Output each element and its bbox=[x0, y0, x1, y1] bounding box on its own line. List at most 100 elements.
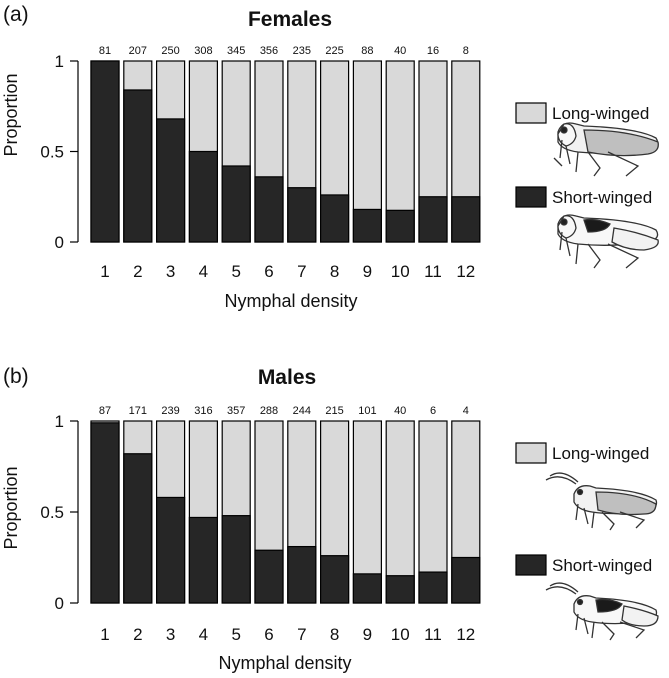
x-tick-label-5: 5 bbox=[231, 262, 240, 281]
x-tick-label-1: 1 bbox=[100, 262, 109, 281]
count-label-8: 225 bbox=[325, 45, 343, 57]
count-label-5: 357 bbox=[227, 405, 245, 417]
bar-short-winged-12 bbox=[451, 556, 481, 604]
x-tick-label-7: 7 bbox=[297, 262, 306, 281]
bars-males bbox=[90, 420, 481, 604]
bar-short-winged-1 bbox=[90, 60, 120, 243]
y-tick-label-1: 1 bbox=[55, 412, 64, 431]
x-tick-label-10: 10 bbox=[391, 625, 410, 644]
bar-short-winged-4 bbox=[188, 150, 218, 243]
count-label-10: 40 bbox=[394, 405, 406, 417]
legend-swatch-short-males bbox=[515, 554, 547, 576]
bar-long-winged-10 bbox=[385, 420, 415, 604]
x-tick-label-3: 3 bbox=[166, 262, 175, 281]
bar-short-winged-10 bbox=[385, 209, 415, 243]
count-label-2: 171 bbox=[129, 405, 147, 417]
y-axis-males: 00.51 bbox=[40, 412, 79, 613]
x-tick-label-4: 4 bbox=[199, 262, 208, 281]
grasshopper-long-winged-female-icon bbox=[553, 122, 659, 177]
bar-short-winged-5 bbox=[221, 515, 251, 604]
count-label-1: 87 bbox=[99, 405, 111, 417]
x-tick-label-2: 2 bbox=[133, 625, 142, 644]
x-ticks-females: 1 2 3 4 5 6 7 8 9 10 11 12 bbox=[100, 262, 475, 281]
count-label-4: 316 bbox=[194, 405, 212, 417]
count-label-3: 250 bbox=[161, 45, 179, 57]
bar-short-winged-10 bbox=[385, 575, 415, 604]
count-label-12: 4 bbox=[463, 405, 469, 417]
count-label-2: 207 bbox=[129, 45, 147, 57]
count-label-11: 6 bbox=[430, 405, 436, 417]
y-tick-label-0: 0 bbox=[55, 233, 64, 252]
bar-short-winged-1 bbox=[90, 422, 120, 604]
counts-males: 87 171 239 316 357 288 244 215 101 40 6 4 bbox=[99, 405, 469, 417]
x-tick-label-2: 2 bbox=[133, 262, 142, 281]
legend-label-short-females: Short-winged bbox=[552, 188, 652, 207]
bar-short-winged-8 bbox=[320, 555, 350, 604]
x-tick-label-11: 11 bbox=[424, 262, 442, 281]
legend-swatch-long-females bbox=[515, 102, 547, 124]
bar-short-winged-7 bbox=[287, 187, 317, 243]
x-ticks-males: 1 2 3 4 5 6 7 8 9 10 11 12 bbox=[100, 625, 475, 644]
y-tick-label-0: 0 bbox=[55, 594, 64, 613]
panel-females: (a) Females 00.51 1 2 3 4 5 6 7 8 9 10 11 12 81 207 2… bbox=[1, 3, 659, 311]
grasshopper-long-winged-male-icon bbox=[545, 472, 658, 531]
x-tick-label-6: 6 bbox=[264, 262, 273, 281]
count-label-10: 40 bbox=[394, 45, 406, 57]
x-tick-label-12: 12 bbox=[456, 625, 475, 644]
bar-short-winged-9 bbox=[352, 208, 382, 243]
y-tick-label-0.5: 0.5 bbox=[40, 143, 64, 162]
chart-title-males: Males bbox=[258, 366, 316, 389]
bar-short-winged-3 bbox=[156, 118, 186, 243]
legend-label-long-males: Long-winged bbox=[552, 444, 649, 463]
x-tick-label-8: 8 bbox=[330, 625, 339, 644]
count-label-8: 215 bbox=[325, 405, 343, 417]
chart-title-females: Females bbox=[248, 8, 332, 31]
bar-short-winged-5 bbox=[221, 165, 251, 243]
legend-label-long-females: Long-winged bbox=[552, 104, 649, 123]
bar-short-winged-9 bbox=[352, 573, 382, 604]
x-tick-label-11: 11 bbox=[424, 625, 442, 644]
bar-short-winged-2 bbox=[123, 89, 153, 243]
x-tick-label-9: 9 bbox=[363, 625, 372, 644]
y-axis-label-males: Proportion bbox=[1, 466, 21, 549]
count-label-4: 308 bbox=[194, 45, 212, 57]
legend-swatch-short-females bbox=[515, 186, 547, 208]
y-axis-females: 00.51 bbox=[40, 52, 79, 252]
bar-short-winged-2 bbox=[123, 453, 153, 604]
y-axis-label-females: Proportion bbox=[1, 73, 21, 156]
x-tick-label-10: 10 bbox=[391, 262, 410, 281]
count-label-7: 235 bbox=[293, 45, 311, 57]
panel-males: (b) Males 00.51 1 2 3 4 5 6 7 8 9 10 11 12 87 171 239… bbox=[1, 365, 659, 673]
bar-short-winged-7 bbox=[287, 545, 317, 604]
bars-females bbox=[90, 60, 481, 243]
bar-short-winged-8 bbox=[320, 194, 350, 243]
x-tick-label-4: 4 bbox=[199, 625, 208, 644]
panel-label-b: (b) bbox=[3, 365, 29, 388]
x-tick-label-8: 8 bbox=[330, 262, 339, 281]
x-axis-label-females: Nymphal density bbox=[224, 291, 357, 311]
x-tick-label-9: 9 bbox=[363, 262, 372, 281]
count-label-5: 345 bbox=[227, 45, 245, 57]
x-tick-label-5: 5 bbox=[231, 625, 240, 644]
bar-short-winged-3 bbox=[156, 496, 186, 604]
y-tick-label-1: 1 bbox=[55, 52, 64, 71]
count-label-7: 244 bbox=[293, 405, 311, 417]
counts-females: 81 207 250 308 345 356 235 225 88 40 16 8 bbox=[99, 45, 469, 57]
count-label-3: 239 bbox=[161, 405, 179, 417]
bar-short-winged-4 bbox=[188, 516, 218, 604]
legend-swatch-long-males bbox=[515, 442, 547, 464]
x-tick-label-12: 12 bbox=[456, 262, 475, 281]
bar-short-winged-6 bbox=[254, 176, 284, 243]
bar-short-winged-12 bbox=[451, 196, 481, 243]
x-tick-label-1: 1 bbox=[100, 625, 109, 644]
bar-short-winged-11 bbox=[418, 571, 448, 604]
count-label-12: 8 bbox=[463, 45, 469, 57]
count-label-9: 88 bbox=[361, 45, 373, 57]
x-tick-label-6: 6 bbox=[264, 625, 273, 644]
legend-label-short-males: Short-winged bbox=[552, 556, 652, 575]
grasshopper-short-winged-male-icon bbox=[545, 582, 659, 641]
count-label-11: 16 bbox=[427, 45, 439, 57]
panel-label-a: (a) bbox=[3, 3, 29, 26]
x-tick-label-3: 3 bbox=[166, 625, 175, 644]
